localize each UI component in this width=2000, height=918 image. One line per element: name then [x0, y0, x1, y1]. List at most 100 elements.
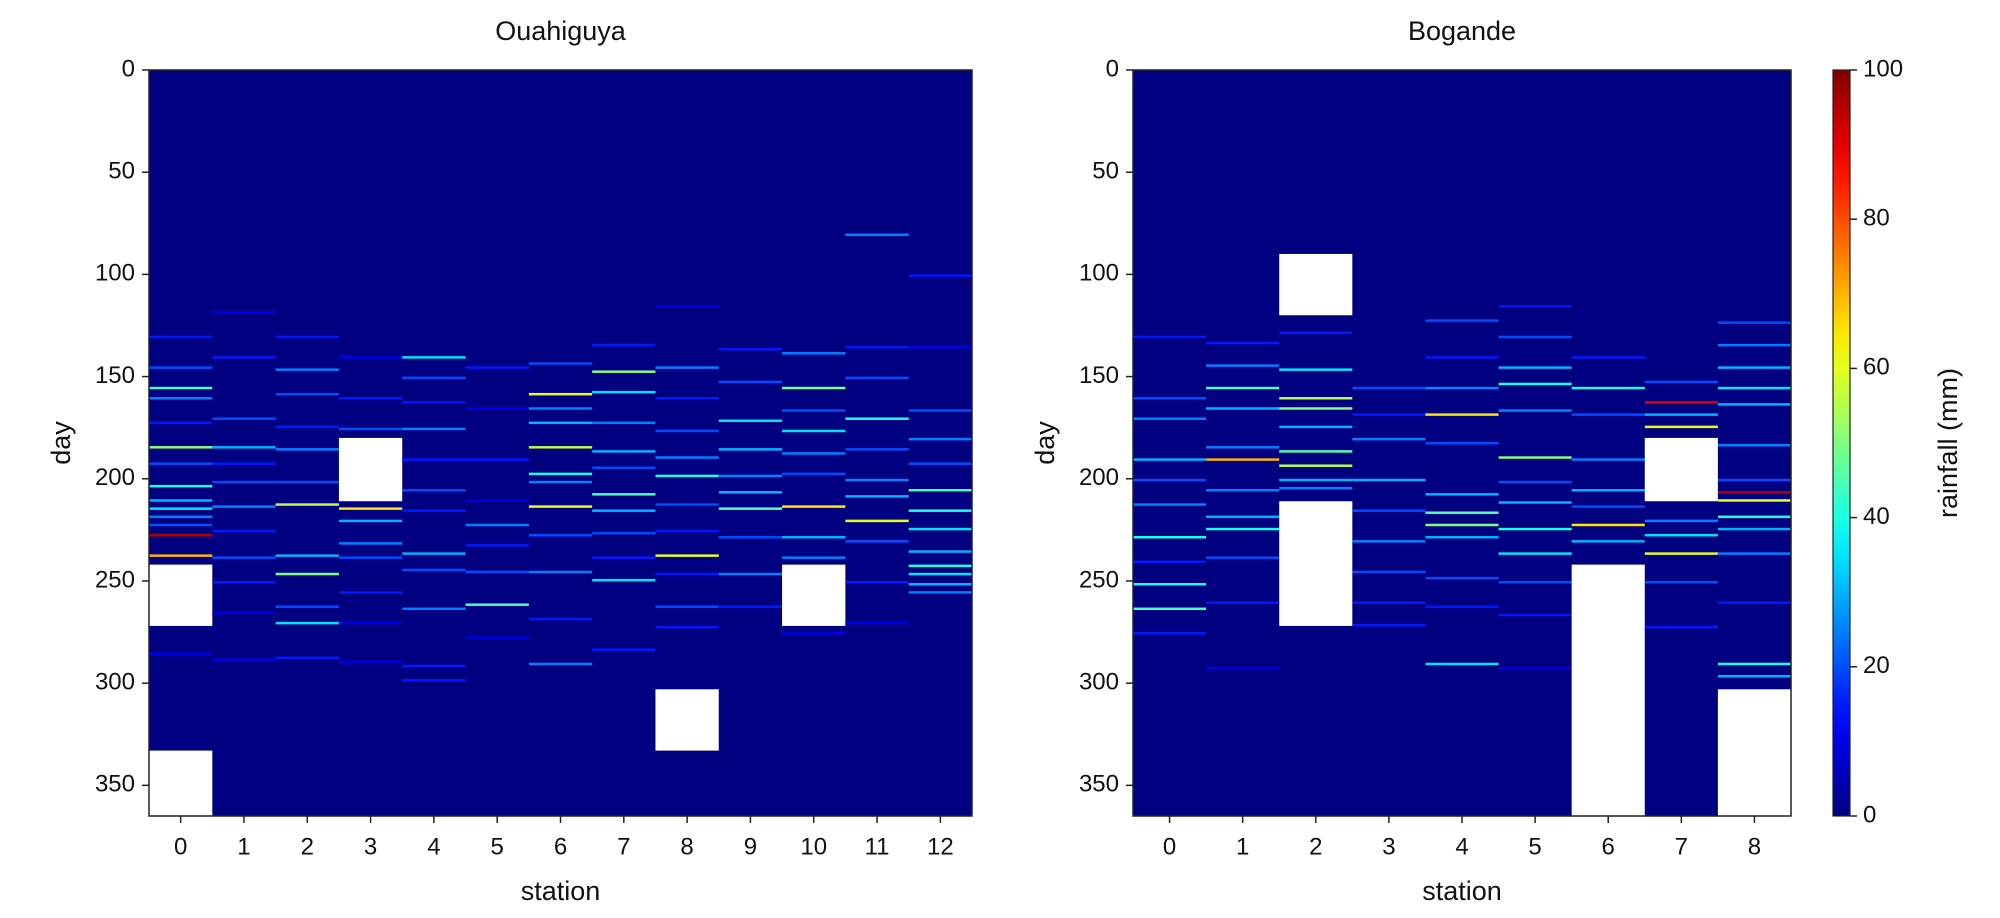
- rain-cell: [1571, 488, 1645, 492]
- rain-cell: [845, 233, 909, 237]
- rain-cell: [1498, 527, 1572, 531]
- rain-cell: [1425, 662, 1499, 666]
- rain-cell: [1425, 441, 1499, 445]
- colorbar-tick-label: 60: [1863, 354, 1890, 381]
- rain-cell: [845, 376, 909, 380]
- rain-cell: [149, 523, 213, 527]
- rain-cell: [212, 505, 276, 508]
- rain-cell: [1352, 623, 1426, 627]
- rain-cell: [1133, 458, 1207, 461]
- x-tick-label: 4: [1455, 833, 1468, 860]
- rain-cell: [908, 462, 972, 465]
- rain-cell: [149, 446, 213, 449]
- y-tick-label: 100: [95, 260, 135, 287]
- colorbar-tick-label: 40: [1863, 503, 1890, 530]
- rain-cell: [465, 499, 529, 502]
- rain-cell: [149, 386, 213, 390]
- x-tick-label: 5: [1528, 833, 1541, 860]
- rain-cell: [1644, 401, 1718, 404]
- rain-cell: [782, 452, 846, 455]
- rain-cell: [845, 478, 909, 482]
- rain-cell: [1498, 335, 1572, 339]
- rain-cell: [718, 605, 783, 608]
- rain-cell: [908, 345, 972, 349]
- rain-cell: [1352, 601, 1426, 604]
- y-tick-label: 300: [1079, 668, 1119, 695]
- rain-cell: [718, 419, 783, 422]
- rain-cell: [908, 274, 972, 277]
- rain-cell: [1498, 480, 1572, 484]
- rain-cell: [1279, 464, 1353, 467]
- rain-cell: [275, 368, 339, 371]
- rain-cell: [1206, 386, 1280, 390]
- rain-cell: [1644, 533, 1718, 537]
- rain-cell: [1644, 552, 1718, 555]
- rain-cell: [655, 554, 719, 557]
- rain-cell: [782, 535, 846, 539]
- rain-cell: [1352, 478, 1426, 482]
- rain-cell: [1279, 331, 1353, 335]
- rain-cell: [1644, 625, 1718, 629]
- y-tick-label: 0: [122, 55, 135, 82]
- rain-cell: [908, 572, 972, 576]
- x-tick-label: 1: [237, 833, 250, 860]
- x-tick-label: 12: [927, 833, 954, 860]
- rain-cell: [655, 456, 719, 459]
- rain-cell: [212, 556, 276, 559]
- rain-cell: [275, 621, 339, 625]
- rain-cell: [212, 356, 276, 359]
- rain-cell: [1206, 515, 1280, 519]
- x-tick-label: 11: [865, 833, 890, 860]
- missing-block: [655, 689, 719, 751]
- rain-cell: [655, 366, 719, 369]
- rain-cell: [845, 495, 909, 498]
- rain-cell: [845, 580, 909, 584]
- rain-cell: [528, 446, 593, 449]
- rain-cell: [718, 380, 783, 384]
- rain-cell: [212, 311, 276, 314]
- rain-cell: [592, 466, 656, 470]
- x-tick-label: 3: [1382, 833, 1395, 860]
- rain-cell: [149, 554, 213, 557]
- rain-cell: [528, 480, 593, 484]
- rain-cell: [1717, 321, 1791, 324]
- rain-cell: [338, 356, 403, 359]
- rain-cell: [655, 625, 719, 629]
- rain-cell: [149, 499, 213, 502]
- rain-cell: [1133, 632, 1207, 635]
- rain-cell: [1717, 478, 1791, 482]
- rain-cell: [212, 480, 276, 484]
- rain-cell: [1133, 607, 1207, 611]
- x-tick-label: 9: [744, 833, 757, 860]
- rain-cell: [212, 611, 276, 615]
- rain-cell: [1498, 580, 1572, 584]
- rain-cell: [338, 542, 403, 545]
- rain-cell: [1717, 662, 1791, 666]
- rain-cell: [845, 540, 909, 543]
- x-tick-label: 0: [1163, 833, 1176, 860]
- rain-cell: [1498, 305, 1572, 308]
- rain-cell: [845, 417, 909, 420]
- rain-cell: [212, 658, 276, 662]
- rain-cell: [592, 450, 656, 453]
- rain-cell: [1279, 450, 1353, 453]
- rain-cell: [275, 503, 339, 506]
- rain-cell: [338, 556, 403, 559]
- rain-cell: [1279, 368, 1353, 371]
- rain-cell: [149, 335, 213, 339]
- rain-cell: [592, 390, 656, 394]
- plot-background: [149, 70, 972, 816]
- missing-block: [1279, 501, 1353, 626]
- rain-cell: [212, 462, 276, 465]
- rain-cell: [402, 679, 466, 682]
- rain-cell: [1133, 335, 1207, 339]
- rain-cell: [1133, 397, 1207, 400]
- missing-block: [338, 437, 403, 502]
- rain-cell: [402, 607, 466, 611]
- rain-cell: [1279, 486, 1353, 490]
- rain-cell: [1425, 511, 1499, 514]
- rain-cell: [1425, 576, 1499, 580]
- rain-cell: [212, 417, 276, 420]
- rain-cell: [1206, 488, 1280, 492]
- rain-cell: [1717, 527, 1791, 531]
